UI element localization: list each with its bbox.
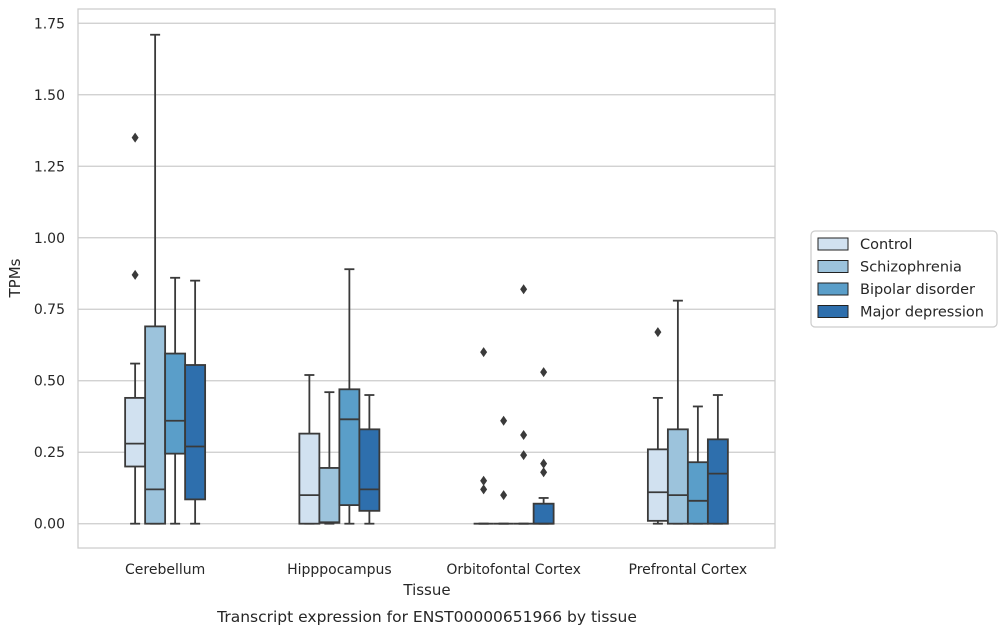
x-tick-labels: Cerebellum Hipppocampus Orbitofontal Corte… xyxy=(125,562,747,578)
legend-swatch xyxy=(817,305,849,318)
x-tick-label: Prefrontal Cortex xyxy=(629,562,748,578)
y-tick-label: 0.00 xyxy=(34,517,65,533)
box-2-3 xyxy=(338,268,361,525)
iqr-box xyxy=(666,428,689,525)
outlier-point xyxy=(520,430,528,441)
y-tick-label: 0.50 xyxy=(34,374,65,390)
iqr-box xyxy=(164,352,187,455)
box-1-4 xyxy=(184,279,207,525)
boxes xyxy=(124,33,729,525)
legend-label: Schizophrenia xyxy=(860,260,962,276)
box-3-1 xyxy=(473,347,494,525)
iqr-box xyxy=(532,502,555,525)
outlier-point xyxy=(540,458,548,469)
outlier-point xyxy=(480,475,488,486)
iqr-box xyxy=(706,438,729,525)
outlier-point xyxy=(540,467,548,478)
iqr-box xyxy=(298,432,321,525)
box-3-4 xyxy=(532,367,555,525)
outlier-point xyxy=(500,415,508,426)
box-3-2 xyxy=(493,415,514,525)
box-2-1 xyxy=(298,374,321,525)
plot-frame xyxy=(77,8,776,549)
y-tick-label: 0.75 xyxy=(34,302,65,318)
iqr-box xyxy=(184,364,207,501)
outlier-point xyxy=(520,450,528,461)
y-axis-label: TPMs xyxy=(6,258,24,298)
x-axis-label: Tissue xyxy=(402,581,450,599)
legend-frame xyxy=(810,230,998,328)
legend-label: Bipolar disorder xyxy=(860,282,975,298)
y-tick-label: 1.00 xyxy=(34,231,65,247)
box-2-2 xyxy=(318,391,341,525)
box-2-4 xyxy=(358,394,381,525)
y-tick-label: 0.25 xyxy=(34,445,65,461)
box-3-3 xyxy=(513,284,534,525)
legend: Control Schizophrenia Bipolar disorder Majo… xyxy=(810,230,998,328)
outlier-point xyxy=(520,284,528,295)
outlier-point xyxy=(480,347,488,358)
box-4-1 xyxy=(646,327,669,525)
box-4-2 xyxy=(666,299,689,525)
outlier-point xyxy=(500,490,508,501)
x-tick-label: Cerebellum xyxy=(125,562,205,578)
legend-swatch xyxy=(817,260,849,273)
box-1-2 xyxy=(144,33,167,525)
y-tick-label: 1.25 xyxy=(34,159,65,175)
outlier-point xyxy=(131,269,139,280)
iqr-box xyxy=(686,461,709,525)
x-tick-label: Hipppocampus xyxy=(287,562,392,578)
iqr-box xyxy=(124,396,147,468)
legend-label: Control xyxy=(860,237,912,253)
iqr-box xyxy=(358,428,381,512)
iqr-box xyxy=(338,388,361,507)
chart-title: Transcript expression for ENST0000065196… xyxy=(216,608,637,626)
box-4-3 xyxy=(686,405,709,525)
y-tick-labels: 0.00 0.25 0.50 0.75 1.00 1.25 1.50 1.75 xyxy=(34,16,65,532)
outlier-point xyxy=(654,327,662,338)
box-1-3 xyxy=(164,276,187,525)
iqr-box xyxy=(318,467,341,524)
outlier-point xyxy=(131,132,139,143)
iqr-box xyxy=(144,325,167,525)
legend-label: Major depression xyxy=(860,305,984,321)
box-4-4 xyxy=(706,394,729,525)
box-1-1 xyxy=(124,132,147,525)
x-tick-label: Orbitofontal Cortex xyxy=(446,562,581,578)
y-tick-label: 1.50 xyxy=(34,88,65,104)
outlier-point xyxy=(480,484,488,495)
y-tick-label: 1.75 xyxy=(34,16,65,32)
legend-swatch xyxy=(817,282,849,296)
iqr-box xyxy=(646,448,669,522)
legend-swatch xyxy=(817,237,849,251)
outlier-point xyxy=(540,367,548,378)
